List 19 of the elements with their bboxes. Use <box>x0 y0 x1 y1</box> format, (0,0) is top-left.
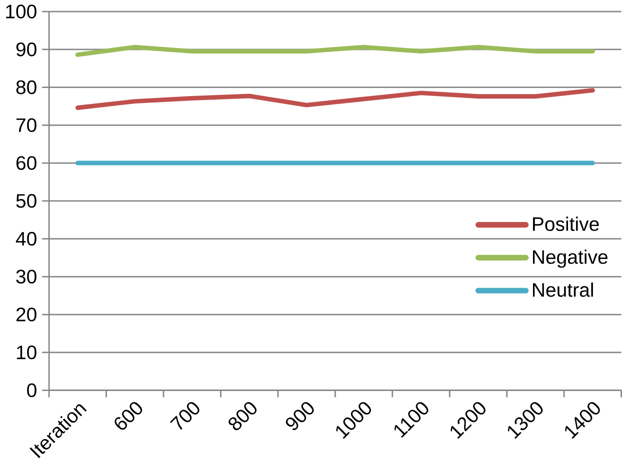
legend-label: Negative <box>533 249 608 268</box>
y-tick-label: 10 <box>16 345 36 360</box>
y-tick-label: 60 <box>16 156 36 170</box>
y-tick-label: 70 <box>16 118 36 132</box>
y-tick-label: 20 <box>16 307 36 322</box>
legend-label: Positive <box>533 216 599 231</box>
x-tick-label: 900 <box>286 402 314 430</box>
y-tick-label: 0 <box>27 383 36 397</box>
line-series <box>75 88 595 110</box>
y-tick-label: 80 <box>16 80 36 94</box>
y-tick-label: 100 <box>6 4 36 18</box>
y-tick-label: 50 <box>16 194 36 208</box>
y-tick-label: 30 <box>16 269 36 284</box>
x-tick-label: 800 <box>228 402 257 430</box>
x-tick-label: 700 <box>170 402 200 430</box>
legend-label: Neutral <box>533 282 593 297</box>
y-tick-label: 40 <box>16 232 36 246</box>
y-tick-label: 90 <box>16 42 36 56</box>
x-tick-label: 600 <box>114 402 142 430</box>
